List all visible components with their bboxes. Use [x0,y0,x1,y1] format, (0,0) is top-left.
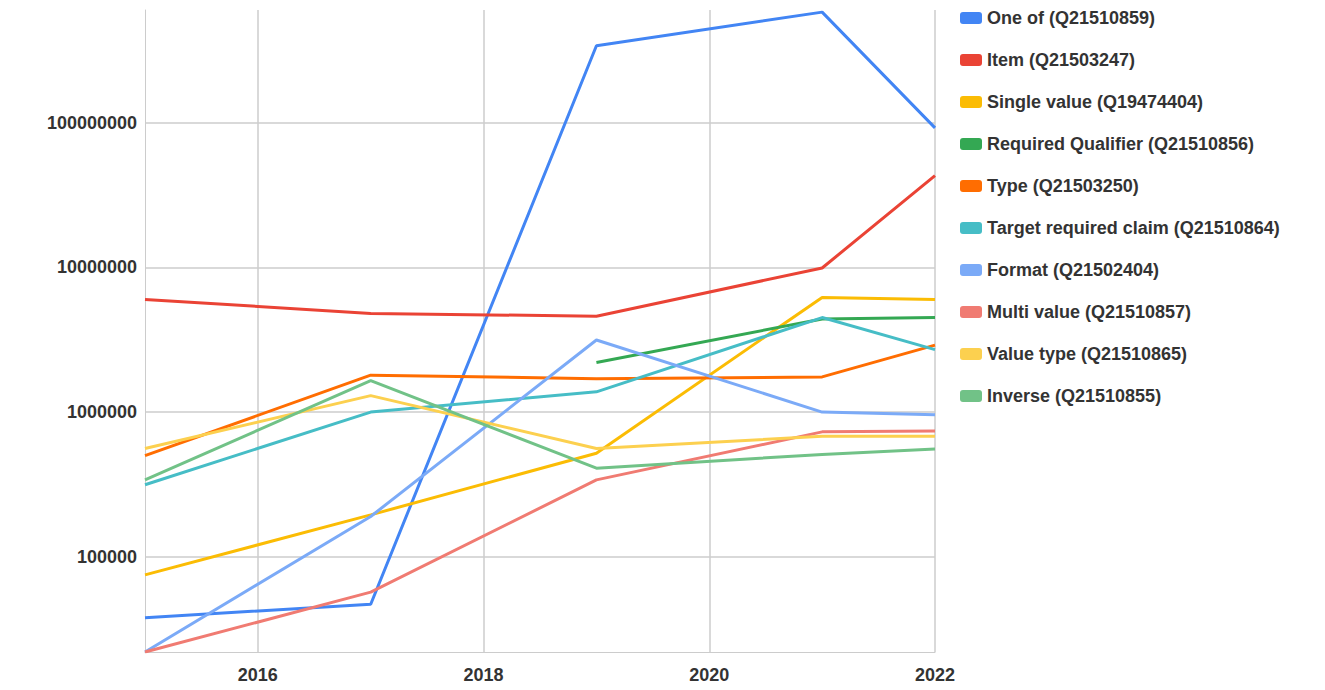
svg-text:2022: 2022 [915,665,955,685]
svg-text:Single value (Q19474404): Single value (Q19474404) [987,92,1203,112]
svg-text:2020: 2020 [689,665,729,685]
svg-text:10000000: 10000000 [57,257,137,277]
svg-text:2018: 2018 [464,665,504,685]
svg-text:Target required claim (Q215108: Target required claim (Q21510864) [987,218,1280,238]
svg-text:1000000: 1000000 [67,402,137,422]
svg-text:Value type (Q21510865): Value type (Q21510865) [987,344,1187,364]
svg-text:One of (Q21510859): One of (Q21510859) [987,8,1155,28]
svg-text:100000: 100000 [77,547,137,567]
svg-text:Format (Q21502404): Format (Q21502404) [987,260,1159,280]
svg-text:Inverse (Q21510855): Inverse (Q21510855) [987,386,1161,406]
svg-text:Type (Q21503250): Type (Q21503250) [987,176,1139,196]
svg-text:100000000: 100000000 [47,113,137,133]
svg-text:2016: 2016 [238,665,278,685]
svg-text:Multi value (Q21510857): Multi value (Q21510857) [987,302,1191,322]
svg-text:Item (Q21503247): Item (Q21503247) [987,50,1135,70]
svg-text:Required Qualifier (Q21510856): Required Qualifier (Q21510856) [987,134,1254,154]
